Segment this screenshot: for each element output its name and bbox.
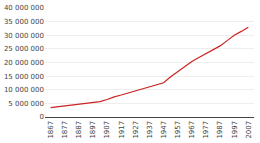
svg-text:1997: 1997: [231, 121, 239, 139]
svg-text:1957: 1957: [174, 121, 182, 139]
svg-text:20 000 000: 20 000 000: [4, 59, 44, 67]
svg-text:25 000 000: 25 000 000: [4, 45, 44, 53]
svg-text:1897: 1897: [89, 121, 97, 139]
svg-text:2007: 2007: [245, 121, 253, 139]
svg-text:1867: 1867: [47, 121, 55, 139]
svg-text:1977: 1977: [202, 121, 210, 139]
svg-text:40 000 000: 40 000 000: [4, 4, 44, 12]
svg-text:0: 0: [40, 113, 44, 121]
svg-text:15 000 000: 15 000 000: [4, 73, 44, 81]
svg-text:1947: 1947: [160, 121, 168, 139]
svg-text:1927: 1927: [132, 121, 140, 139]
svg-text:1937: 1937: [146, 121, 154, 139]
svg-text:1887: 1887: [75, 121, 83, 139]
svg-text:35 000 000: 35 000 000: [4, 18, 44, 26]
svg-text:1917: 1917: [118, 121, 126, 139]
svg-text:10 000 000: 10 000 000: [4, 86, 44, 94]
svg-text:1907: 1907: [103, 121, 111, 139]
svg-text:30 000 000: 30 000 000: [4, 32, 44, 40]
svg-text:1967: 1967: [188, 121, 196, 139]
svg-text:5 000 000: 5 000 000: [8, 100, 44, 108]
svg-text:1987: 1987: [216, 121, 224, 139]
svg-text:1877: 1877: [61, 121, 69, 139]
